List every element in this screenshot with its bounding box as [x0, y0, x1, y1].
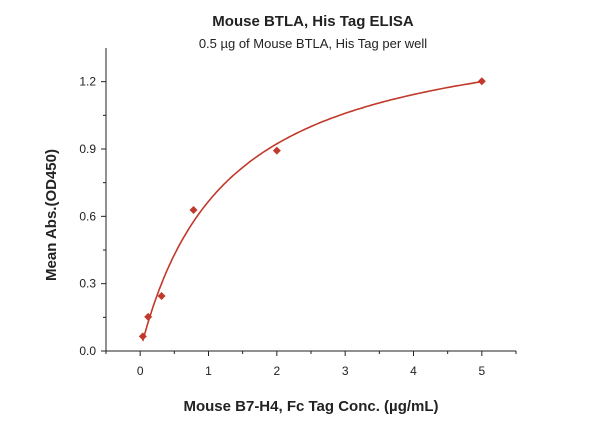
- fit-curve: [142, 80, 482, 342]
- y-ticks: 0.0 0.3 0.6 0.9 1.2: [79, 75, 106, 358]
- data-point: [144, 312, 153, 321]
- data-points: [138, 77, 486, 341]
- x-tick-label: 4: [410, 364, 417, 378]
- x-tick-label: 3: [342, 364, 349, 378]
- y-tick-label: 0.9: [79, 142, 96, 156]
- x-tick-label: 2: [273, 364, 280, 378]
- plot-area: 0.0 0.3 0.6 0.9 1.2 0 1 2 3 4 5: [79, 48, 517, 378]
- data-point: [189, 206, 198, 215]
- x-ticks: 0 1 2 3 4 5: [105, 351, 517, 378]
- x-axis-label: Mouse B7-H4, Fc Tag Conc. (µg/mL): [183, 398, 438, 415]
- y-tick-label: 1.2: [79, 75, 96, 89]
- x-tick-label: 1: [205, 364, 212, 378]
- x-tick-label: 0: [137, 364, 144, 378]
- y-axis-label: Mean Abs.(OD450): [43, 149, 60, 281]
- x-tick-label: 5: [478, 364, 485, 378]
- y-tick-label: 0.0: [79, 344, 96, 358]
- data-point: [272, 146, 281, 155]
- data-point: [138, 332, 147, 341]
- data-point: [477, 77, 486, 86]
- data-point: [157, 292, 166, 301]
- chart-subtitle: 0.5 µg of Mouse BTLA, His Tag per well: [199, 36, 427, 51]
- chart-title: Mouse BTLA, His Tag ELISA: [212, 13, 414, 30]
- y-tick-label: 0.6: [79, 209, 96, 223]
- y-tick-label: 0.3: [79, 277, 96, 291]
